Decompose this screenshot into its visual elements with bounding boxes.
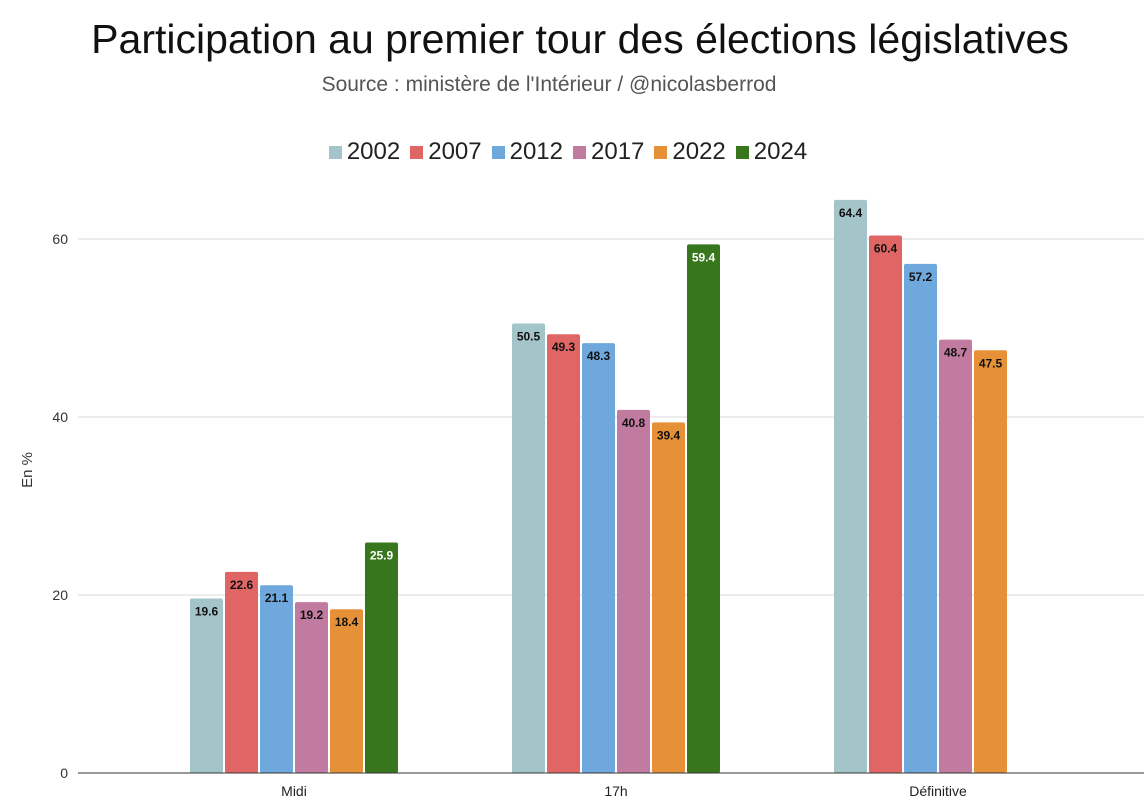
bar: [547, 334, 580, 773]
legend-item: 2012: [491, 138, 563, 166]
bar: [904, 263, 937, 773]
bar: [652, 422, 685, 773]
bar: [834, 199, 867, 774]
legend-label: 2024: [753, 138, 808, 165]
bar: [687, 244, 720, 774]
legend-item: 2007: [410, 138, 482, 166]
legend-swatch: [410, 145, 424, 159]
data-label: 18.4: [335, 615, 359, 629]
data-label: 19.2: [300, 608, 324, 622]
data-label: 22.6: [230, 578, 254, 592]
bar: [869, 235, 902, 773]
legend-item: 2002: [328, 138, 401, 166]
legend-swatch: [735, 145, 749, 159]
data-label: 39.4: [657, 428, 681, 442]
x-category-label: 17h: [604, 783, 627, 799]
bar: [295, 602, 328, 773]
legend-label: 2007: [428, 138, 482, 165]
bar: [617, 409, 650, 773]
legend-label: 2022: [672, 138, 726, 165]
legend-label: 2002: [346, 138, 401, 165]
bar: [582, 343, 615, 773]
legend-label: 2017: [591, 138, 645, 165]
y-axis-label: En %: [19, 452, 36, 488]
x-category-label: Midi: [281, 783, 307, 799]
chart-title: Participation au premier tour des électi…: [91, 16, 1069, 62]
y-tick-label: 40: [52, 409, 68, 425]
data-label: 60.4: [874, 241, 898, 255]
legend-swatch: [654, 145, 668, 159]
data-label: 57.2: [909, 270, 933, 284]
bar: [190, 598, 223, 773]
legend-swatch: [573, 145, 586, 159]
legend-swatch: [328, 145, 342, 159]
chart-subtitle: Source : ministère de l'Intérieur / @nic…: [321, 73, 777, 96]
bar: [974, 350, 1007, 773]
data-label: 50.5: [517, 330, 541, 344]
data-label: 47.5: [979, 356, 1003, 370]
data-label: 59.4: [692, 250, 716, 264]
data-label: 49.3: [552, 340, 576, 354]
data-label: 48.3: [587, 349, 611, 363]
legend-label: 2012: [509, 138, 563, 165]
chart-legend: 2002 2007 2012 2017 2022 2024: [0, 138, 1136, 166]
bar: [512, 323, 545, 773]
data-label: 64.4: [839, 206, 863, 220]
legend-swatch: [491, 145, 505, 159]
bar: [939, 339, 972, 773]
data-label: 40.8: [622, 416, 646, 430]
legend-item: 2022: [654, 138, 726, 166]
x-category-label: Définitive: [909, 783, 967, 799]
bar: [330, 609, 363, 773]
legend-item: 2024: [735, 138, 808, 166]
y-tick-label: 20: [52, 587, 68, 603]
data-label: 48.7: [944, 346, 968, 360]
y-tick-label: 0: [60, 765, 68, 781]
bar: [260, 585, 293, 773]
bar: [225, 571, 258, 773]
y-tick-label: 60: [52, 231, 68, 247]
data-label: 25.9: [370, 548, 394, 562]
bar: [365, 542, 398, 773]
data-label: 19.6: [195, 605, 219, 619]
data-label: 21.1: [265, 591, 289, 605]
legend-item: 2017: [573, 138, 644, 166]
